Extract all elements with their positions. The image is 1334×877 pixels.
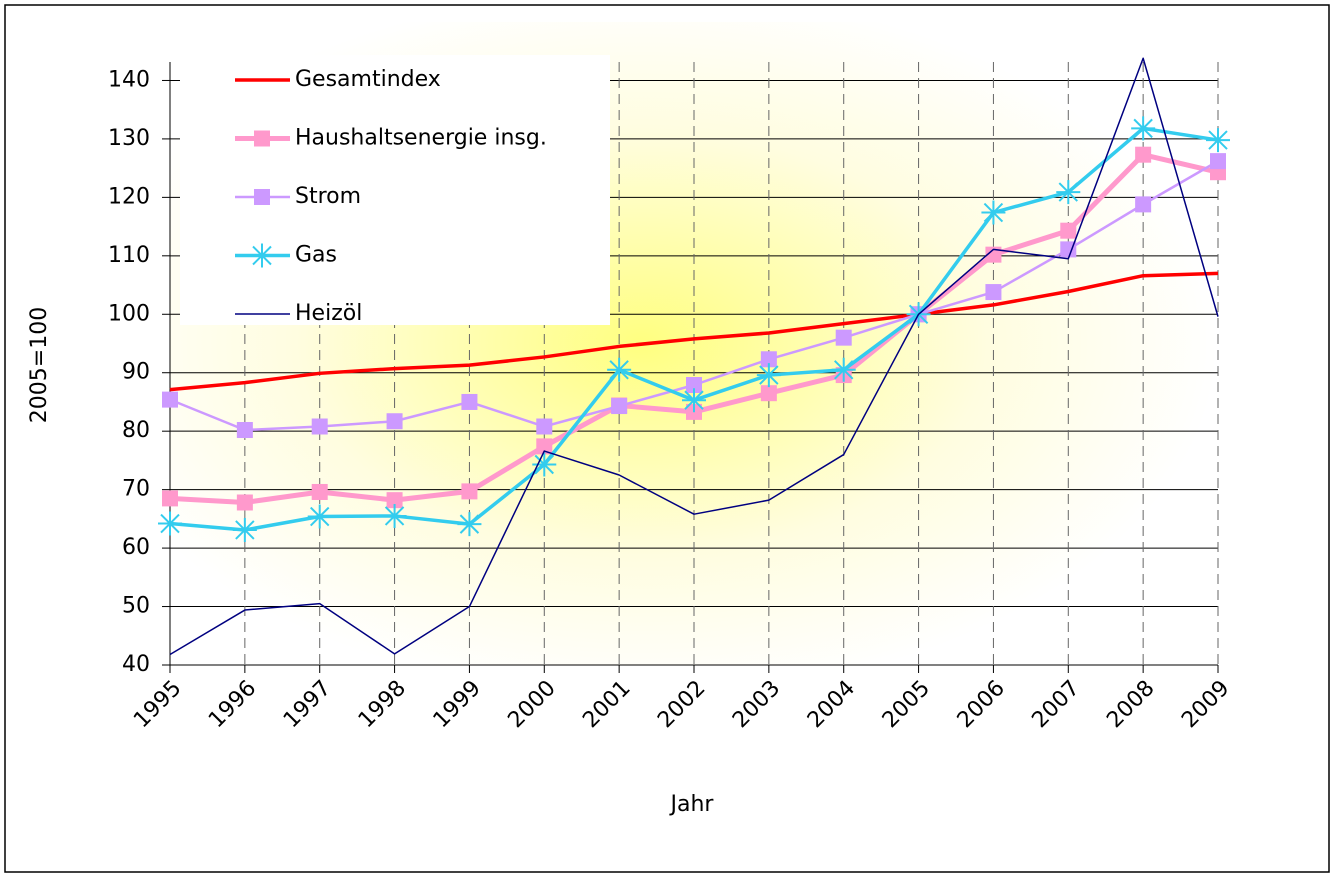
point-marker: [532, 452, 557, 477]
point-marker: [985, 284, 1002, 301]
point-marker: [607, 357, 632, 382]
point-marker: [1135, 196, 1152, 213]
y-tick-label: 60: [122, 535, 150, 560]
point-marker: [311, 418, 328, 435]
y-tick-label: 110: [108, 243, 150, 268]
y-tick-label: 80: [122, 418, 150, 443]
legend-label: Gas: [295, 243, 337, 268]
y-tick-label: 70: [122, 477, 150, 502]
point-marker: [1135, 146, 1152, 163]
x-axis-title: Jahr: [669, 792, 715, 817]
point-marker: [760, 351, 777, 368]
point-marker: [382, 503, 407, 528]
y-tick-label: 90: [122, 360, 150, 385]
point-marker: [311, 483, 328, 500]
legend-label: Heizöl: [295, 301, 362, 326]
point-marker: [254, 130, 270, 147]
point-marker: [307, 504, 332, 529]
point-marker: [386, 492, 403, 509]
legend-label: Gesamtindex: [295, 67, 441, 92]
legend-label: Haushaltsenergie insg.: [295, 126, 547, 151]
point-marker: [831, 357, 856, 382]
point-marker: [254, 189, 270, 205]
series-line: [169, 57, 1219, 656]
point-marker: [236, 422, 253, 439]
point-marker: [686, 377, 702, 394]
y-tick-label: 120: [108, 184, 150, 209]
point-marker: [1131, 116, 1156, 141]
legend-label: Strom: [295, 184, 361, 209]
point-marker: [162, 490, 178, 507]
point-marker: [1210, 153, 1226, 170]
point-marker: [985, 246, 1002, 263]
point-marker: [461, 483, 478, 500]
point-marker: [536, 418, 553, 435]
point-marker: [835, 329, 852, 346]
point-marker: [760, 385, 777, 402]
point-marker: [457, 512, 482, 537]
point-marker: [756, 363, 781, 388]
point-marker: [682, 388, 706, 413]
point-marker: [1060, 241, 1077, 258]
y-tick-label: 50: [122, 594, 150, 619]
point-marker: [1056, 180, 1081, 205]
y-tick-label: 40: [122, 652, 150, 677]
point-marker: [981, 200, 1006, 225]
y-tick-label: 100: [108, 301, 150, 326]
legend-box: [180, 55, 610, 325]
y-axis-title: 2005=100: [27, 307, 52, 423]
point-marker: [386, 413, 403, 430]
point-marker: [461, 393, 478, 410]
point-marker: [162, 391, 178, 408]
point-marker: [1060, 222, 1077, 239]
point-marker: [1206, 128, 1230, 153]
y-tick-label: 140: [108, 67, 150, 92]
point-marker: [611, 398, 628, 415]
point-marker: [250, 243, 274, 268]
point-marker: [232, 517, 257, 542]
series-line: [169, 271, 1219, 392]
point-marker: [236, 494, 253, 511]
point-marker: [158, 511, 182, 536]
y-tick-label: 130: [108, 126, 150, 151]
point-marker: [536, 438, 553, 455]
